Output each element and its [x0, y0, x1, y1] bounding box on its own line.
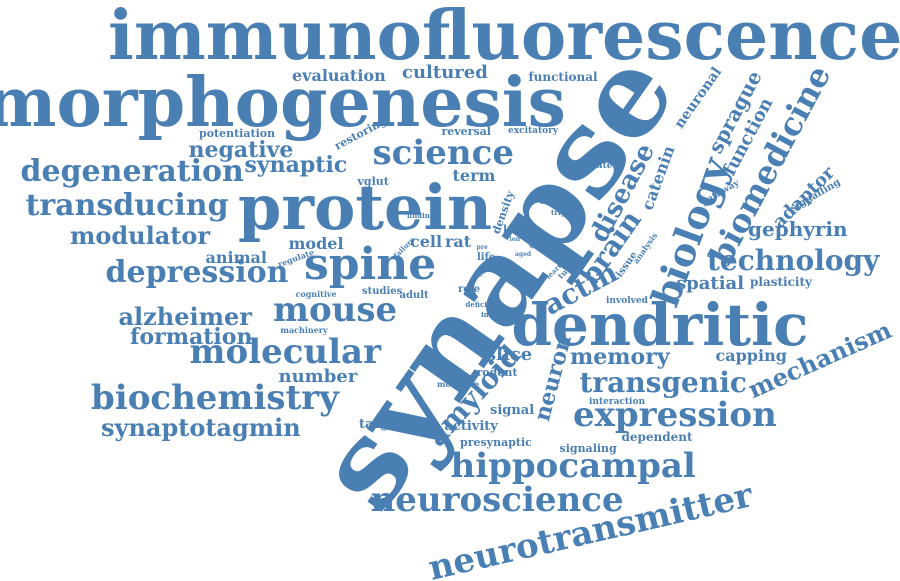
word-trigger: trigger: [551, 207, 579, 217]
word-cultured: cultured: [402, 62, 488, 83]
word-potentiation: potentiation: [199, 126, 276, 140]
word-machinery: machinery: [280, 325, 328, 335]
word-transgenic: transgenic: [579, 366, 747, 399]
word-dendritic: dendritic: [511, 291, 809, 359]
word-gephyrin: gephyrin: [748, 217, 848, 241]
word-signaling: signaling: [559, 441, 617, 455]
word-transducing: transducing: [25, 188, 229, 223]
word-plasticity: plasticity: [750, 275, 812, 289]
word-negative: negative: [188, 137, 294, 163]
word-synaptotagmin: synaptotagmin: [101, 413, 301, 442]
word-number: number: [278, 366, 358, 387]
word-synaptic: synaptic: [244, 152, 348, 178]
word-cell: cell: [410, 232, 443, 251]
word-evaluation: evaluation: [292, 66, 386, 85]
word-involved: involved: [606, 295, 648, 306]
word-biochemistry: biochemistry: [91, 378, 339, 418]
word-vglut: vglut: [357, 174, 389, 188]
word-finding: finding: [407, 210, 435, 220]
word-loss: loss: [503, 222, 527, 236]
word-cognitive: cognitive: [295, 289, 337, 299]
word-mouse: mouse: [273, 290, 398, 330]
word-role: role: [458, 284, 481, 295]
word-term: term: [452, 166, 496, 185]
word-interaction: interaction: [589, 396, 646, 407]
word-rat: rat: [445, 232, 472, 251]
word-model: model: [288, 234, 344, 253]
word-molecular: molecular: [189, 332, 381, 372]
word-morphogenesis: morphogenesis: [0, 63, 566, 143]
word-slice: slice: [486, 344, 533, 365]
word-protein: protein: [238, 171, 493, 244]
word-science: science: [372, 133, 514, 173]
word-modulate: modulate: [437, 379, 480, 389]
word-ion: ion: [509, 236, 521, 243]
word-immunofluorescence: immunofluorescence: [108, 0, 900, 76]
word-reversal: reversal: [441, 124, 491, 138]
word-dependent: dependent: [621, 430, 693, 444]
word-spatial: spatial: [676, 273, 745, 294]
word-signal: signal: [490, 402, 535, 418]
word-spine: spine: [304, 239, 437, 290]
word-pre: pre: [476, 244, 488, 251]
word-modulator: modulator: [70, 221, 211, 250]
word-studies: studies: [362, 286, 403, 297]
word-formation: formation: [130, 324, 253, 350]
word-aged: aged: [515, 251, 532, 258]
word-targeting: targeting: [359, 416, 428, 432]
word-excitatory: excitatory: [508, 125, 559, 136]
word-circuit: circuit: [539, 196, 573, 207]
word-functional: functional: [528, 70, 598, 84]
word-hippocampal: hippocampal: [450, 446, 696, 486]
word-rodent: rodent: [476, 365, 518, 379]
word-alzheimer: alzheimer: [118, 302, 252, 331]
word-activity: activity: [444, 418, 498, 434]
word-adult: adult: [399, 290, 429, 301]
word-depression: depression: [105, 255, 289, 290]
word-evaluate: evaluate: [570, 160, 613, 171]
word-memory: memory: [570, 344, 670, 370]
word-induce: induce: [481, 309, 508, 319]
word-capping: capping: [715, 346, 787, 365]
word-technology: technology: [707, 244, 880, 277]
word-neuroscience: neuroscience: [370, 480, 624, 520]
word-expression: expression: [573, 395, 777, 435]
word-deficit: deficit: [465, 299, 491, 309]
word-degeneration: degeneration: [20, 154, 244, 189]
word-life: life: [477, 252, 496, 263]
word-ml: ml: [503, 261, 513, 268]
word-animal: animal: [205, 248, 267, 267]
word-presynaptic: presynaptic: [460, 435, 532, 449]
